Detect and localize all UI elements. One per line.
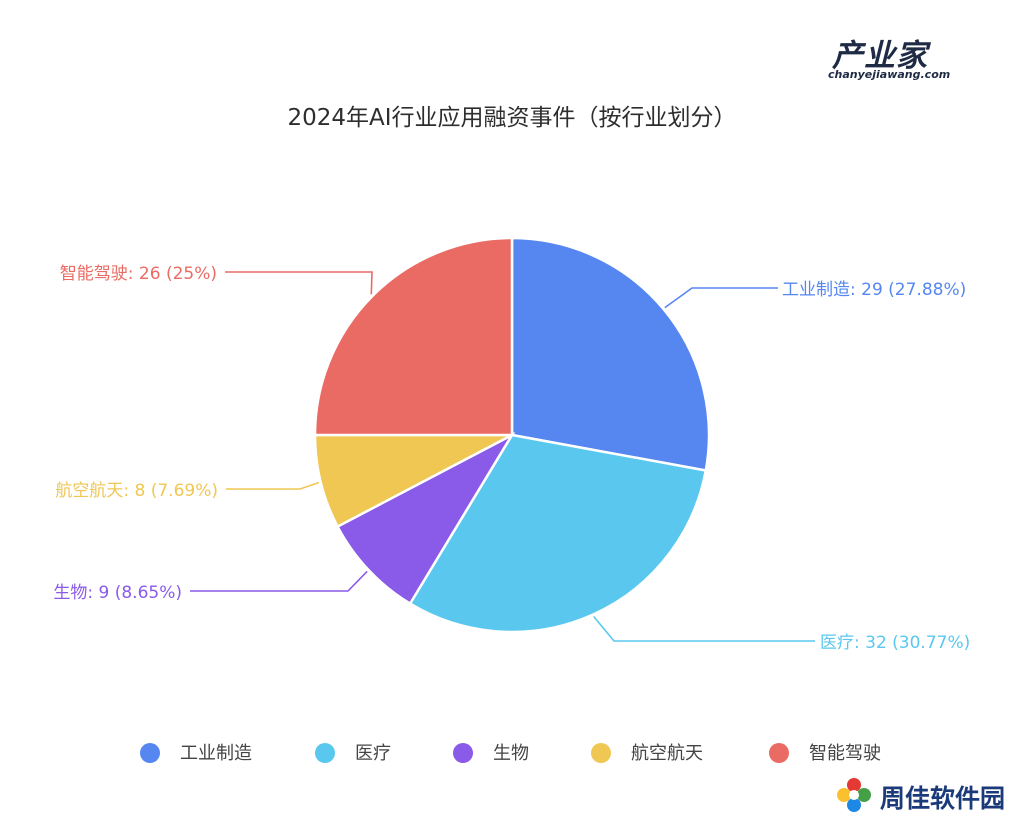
legend-marker-4[interactable] [591,743,611,763]
leader-line-3 [190,570,368,592]
pie-slices [313,236,711,634]
slice-label-2: 医疗: 32 (30.77%) [820,633,970,653]
legend-marker-3[interactable] [453,743,473,763]
chart-title: 2024年AI行业应用融资事件（按行业划分） [287,105,737,131]
label-leader-lines [190,271,815,642]
pie-slice-4 [313,433,513,529]
leader-line-5 [225,271,373,295]
legend: 工业制造 医疗 生物 航空航天 智能驾驶 [140,743,881,764]
legend-label-2[interactable]: 医疗 [355,743,391,764]
legend-label-4[interactable]: 航空航天 [631,743,703,764]
slice-label-5: 智能驾驶: 26 (25%) [60,264,217,284]
leader-line-2 [593,615,815,642]
leader-line-4 [226,481,320,490]
slice-label-3: 生物: 9 (8.65%) [53,583,182,603]
site-watermark: 周佳软件园 [832,773,1022,817]
slice-label-4: 航空航天: 8 (7.69%) [55,481,218,501]
logo-url: chanyejiawang.com [828,68,951,81]
pie-slice-5 [313,236,514,437]
legend-marker-5[interactable] [769,743,789,763]
leader-line-1 [664,287,778,309]
legend-label-5[interactable]: 智能驾驶 [809,743,881,764]
pinwheel-icon [837,778,871,812]
slice-labels: 工业制造: 29 (27.88%) 医疗: 32 (30.77%) 生物: 9 (8… [53,264,970,653]
watermark-text: 周佳软件园 [880,784,1006,813]
legend-label-3[interactable]: 生物 [493,743,529,764]
slice-label-1: 工业制造: 29 (27.88%) [782,280,966,300]
legend-marker-2[interactable] [315,743,335,763]
brand-logo: 产业家 chanyejiawang.com [822,30,972,86]
pie-slice-2 [408,433,708,634]
legend-marker-1[interactable] [140,743,160,763]
pie-slice-3 [335,431,516,606]
legend-label-1[interactable]: 工业制造 [180,743,252,764]
logo-wordmark: 产业家 [832,38,928,74]
pie-slice-1 [510,236,711,472]
